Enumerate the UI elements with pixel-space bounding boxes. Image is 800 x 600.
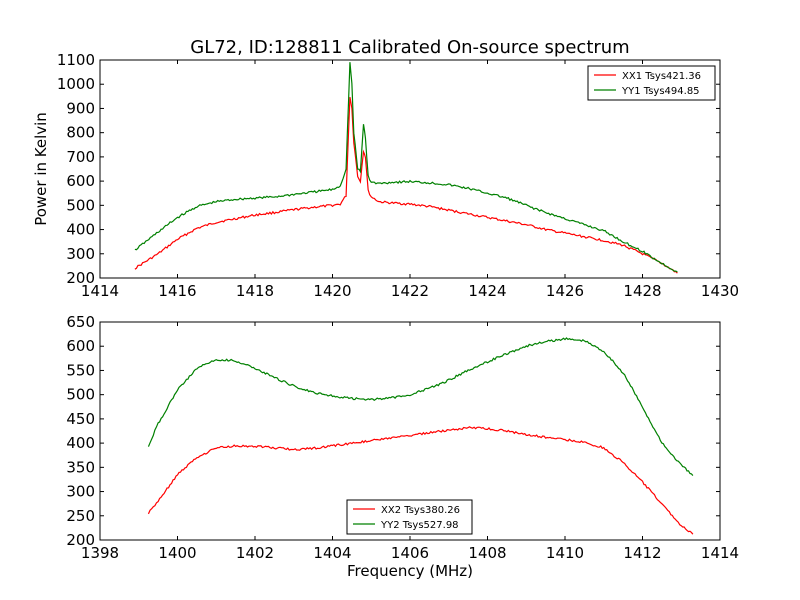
y-tick-label: 300 [66, 483, 95, 501]
y-tick-label: 500 [66, 386, 95, 404]
series-line-2 [134, 62, 678, 273]
series-line-1 [134, 97, 678, 274]
y-tick-label: 450 [66, 410, 95, 428]
y-axis-label: Power in Kelvin [32, 112, 50, 226]
x-tick-label: 1400 [158, 544, 196, 562]
y-tick-label: 250 [66, 507, 95, 525]
y-tick-label: 900 [66, 99, 95, 117]
chart-title: GL72, ID:128811 Calibrated On-source spe… [190, 37, 629, 58]
y-tick-label: 600 [66, 172, 95, 190]
series-line-2 [147, 337, 694, 476]
x-tick-label: 1420 [313, 282, 351, 300]
legend-label: YY2 Tsys527.98 [380, 520, 459, 531]
x-tick-label: 1408 [468, 544, 506, 562]
legend-box [346, 499, 473, 535]
y-tick-label: 550 [66, 361, 95, 379]
y-tick-label: 800 [66, 124, 95, 142]
legend-label: YY1 Tsys494.85 [621, 86, 700, 97]
x-tick-label: 1424 [468, 282, 506, 300]
x-tick-label: 1412 [623, 544, 661, 562]
x-tick-label: 1426 [546, 282, 584, 300]
x-tick-label: 1428 [623, 282, 661, 300]
x-tick-label: 1418 [236, 282, 274, 300]
y-tick-label: 400 [66, 221, 95, 239]
y-tick-label: 350 [66, 458, 95, 476]
y-tick-label: 1000 [57, 75, 95, 93]
y-tick-label: 400 [66, 434, 95, 452]
chart-bottom: 1398 1400 1402 1404 1406 1408 1410 1412 1414 200 2… [66, 313, 739, 580]
y-tick-label: 650 [66, 313, 95, 331]
x-tick-label: 1404 [313, 544, 351, 562]
legend-label: XX2 Tsys380.26 [381, 505, 460, 516]
legend-box [587, 65, 716, 101]
x-axis-label: Frequency (MHz) [347, 562, 473, 580]
x-tick-label: 1406 [391, 544, 429, 562]
y-tick-label: 500 [66, 196, 95, 214]
y-tick-label: 700 [66, 148, 95, 166]
x-tick-label: 1402 [236, 544, 274, 562]
x-tick-label: 1422 [391, 282, 429, 300]
x-tick-label: 1414 [701, 544, 739, 562]
x-tick-label: 1410 [546, 544, 584, 562]
legend-label: XX1 Tsys421.36 [622, 71, 701, 82]
y-tick-label: 200 [66, 269, 95, 287]
y-tick-label: 600 [66, 337, 95, 355]
series-line-1 [147, 426, 694, 535]
y-tick-label: 200 [66, 531, 95, 549]
y-tick-label: 300 [66, 245, 95, 263]
x-tick-label: 1430 [701, 282, 739, 300]
x-tick-label: 1414 [81, 282, 119, 300]
chart-top: 1414 1416 1418 1420 1422 1424 1426 1428 1430 200 3… [32, 37, 739, 300]
y-tick-label: 1100 [57, 51, 95, 69]
x-tick-label: 1416 [158, 282, 196, 300]
x-tick-label: 1398 [81, 544, 119, 562]
